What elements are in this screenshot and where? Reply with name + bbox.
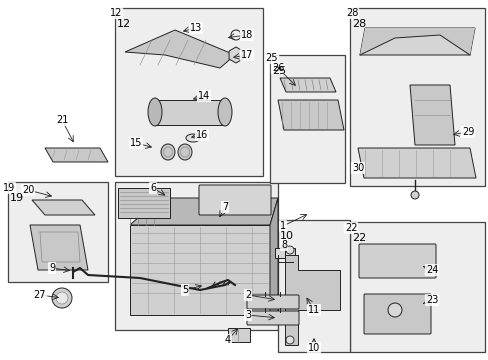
FancyBboxPatch shape [246, 311, 298, 325]
Text: 23: 23 [425, 295, 437, 305]
Polygon shape [130, 225, 269, 315]
Text: 15: 15 [129, 138, 142, 148]
FancyBboxPatch shape [199, 185, 270, 215]
Ellipse shape [148, 98, 162, 126]
Polygon shape [130, 198, 278, 225]
Circle shape [410, 191, 418, 199]
Polygon shape [409, 85, 454, 145]
Circle shape [56, 292, 68, 304]
Text: 10: 10 [280, 231, 293, 241]
Polygon shape [125, 30, 235, 68]
Circle shape [285, 336, 293, 344]
Polygon shape [269, 198, 278, 315]
Text: 28: 28 [345, 8, 357, 18]
Text: 16: 16 [196, 130, 208, 140]
Bar [115, 182, 278, 330]
Polygon shape [357, 148, 475, 178]
Text: 13: 13 [189, 23, 202, 33]
Text: 26: 26 [271, 63, 284, 73]
Polygon shape [227, 328, 249, 342]
Text: 12: 12 [110, 8, 122, 18]
Text: 30: 30 [351, 163, 364, 173]
Text: 19: 19 [10, 193, 24, 203]
Text: 12: 12 [117, 19, 131, 29]
Text: 24: 24 [425, 265, 437, 275]
Text: 14: 14 [198, 91, 210, 101]
Text: 20: 20 [22, 185, 34, 195]
FancyBboxPatch shape [363, 294, 430, 334]
Ellipse shape [218, 98, 231, 126]
Text: 18: 18 [241, 30, 253, 40]
FancyBboxPatch shape [358, 244, 435, 278]
Bar [115, 8, 263, 176]
Text: 25: 25 [271, 66, 285, 76]
Text: 3: 3 [244, 310, 250, 320]
Text: 4: 4 [224, 335, 231, 345]
Circle shape [387, 303, 401, 317]
Bar [118, 188, 170, 218]
Polygon shape [30, 225, 88, 270]
Circle shape [285, 246, 293, 254]
Text: 2: 2 [244, 290, 251, 300]
Text: 10: 10 [307, 343, 320, 353]
Ellipse shape [185, 134, 200, 142]
Bar [349, 222, 484, 352]
Polygon shape [280, 78, 335, 92]
Text: 9: 9 [49, 263, 55, 273]
Polygon shape [359, 28, 474, 55]
Text: 7: 7 [222, 202, 228, 212]
Text: 6: 6 [150, 183, 156, 193]
Text: 1: 1 [279, 221, 285, 231]
Text: 22: 22 [344, 223, 357, 233]
Bar [349, 8, 484, 186]
Text: 19: 19 [3, 183, 15, 193]
Ellipse shape [178, 144, 192, 160]
Polygon shape [155, 100, 224, 125]
Text: 17: 17 [240, 50, 253, 60]
Text: 8: 8 [281, 240, 286, 250]
Bar [269, 55, 345, 183]
Text: 29: 29 [461, 127, 473, 137]
Text: 21: 21 [56, 115, 68, 125]
Bar [278, 220, 349, 352]
Text: 11: 11 [307, 305, 320, 315]
Bar [8, 182, 108, 282]
Polygon shape [274, 248, 294, 258]
Polygon shape [285, 240, 339, 345]
Text: 27: 27 [34, 290, 46, 300]
Ellipse shape [161, 144, 175, 160]
Text: 28: 28 [351, 19, 366, 29]
Polygon shape [32, 200, 95, 215]
Polygon shape [45, 148, 108, 162]
Text: 25: 25 [265, 53, 278, 63]
Text: 5: 5 [182, 285, 188, 295]
Polygon shape [278, 100, 343, 130]
Circle shape [52, 288, 72, 308]
Text: 22: 22 [351, 233, 366, 243]
FancyBboxPatch shape [246, 295, 298, 309]
Polygon shape [359, 28, 474, 55]
